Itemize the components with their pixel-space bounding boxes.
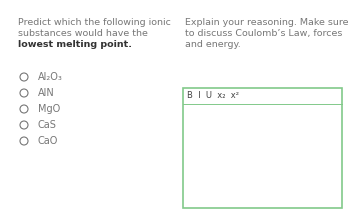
Text: Predict which the following ionic: Predict which the following ionic [18, 18, 171, 27]
Text: MgO: MgO [38, 104, 60, 114]
Text: Explain your reasoning. Make sure: Explain your reasoning. Make sure [185, 18, 349, 27]
Text: and energy.: and energy. [185, 40, 241, 49]
Text: substances would have the: substances would have the [18, 29, 148, 38]
Text: AlN: AlN [38, 88, 55, 98]
Text: lowest melting point.: lowest melting point. [18, 40, 132, 49]
Text: Al₂O₃: Al₂O₃ [38, 72, 63, 82]
Text: B  I  U  x₂  x²: B I U x₂ x² [187, 92, 239, 100]
Text: to discuss Coulomb’s Law, forces: to discuss Coulomb’s Law, forces [185, 29, 342, 38]
Bar [183, 88, 342, 208]
Text: CaO: CaO [38, 136, 58, 146]
Text: CaS: CaS [38, 120, 57, 130]
